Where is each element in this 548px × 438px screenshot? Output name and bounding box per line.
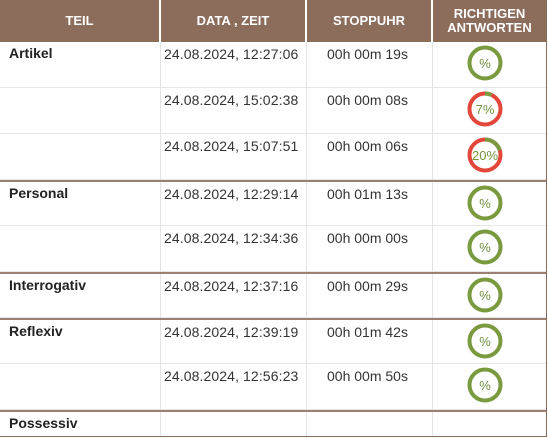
header-richtige-antworten: RICHTIGEN ANTWORTEN <box>433 0 546 42</box>
score-ring: % <box>467 45 503 81</box>
score-ring: 7% <box>467 91 503 127</box>
header-datum: DATA , ZEIT <box>161 0 307 42</box>
score-ring-icon <box>467 185 503 221</box>
score-ring-icon <box>467 229 503 265</box>
score-ring: % <box>467 277 503 313</box>
score-percent: % <box>479 333 491 349</box>
table-row[interactable]: Possessiv <box>0 410 546 436</box>
table-row[interactable]: 24.08.2024, 12:56:23 00h 00m 50s% <box>0 364 546 410</box>
score-ring-icon <box>467 45 503 81</box>
column-divider <box>160 42 161 436</box>
row-stoppuhr: 00h 00m 19s <box>327 46 408 62</box>
score-ring-icon <box>467 91 503 127</box>
score-percent: % <box>479 287 491 303</box>
row-stoppuhr: 00h 00m 08s <box>327 92 408 108</box>
column-divider <box>432 42 433 436</box>
table-header: TEIL DATA , ZEIT STOPPUHR RICHTIGEN ANTW… <box>0 0 546 42</box>
row-teil: Possessiv <box>9 415 78 431</box>
score-percent: 7% <box>475 101 495 117</box>
score-percent: % <box>479 55 491 71</box>
score-ring-icon <box>467 137 503 173</box>
row-datum: 24.08.2024, 12:34:36 <box>164 230 299 246</box>
row-datum: 24.08.2024, 12:39:19 <box>164 324 299 340</box>
score-ring: 20% <box>467 137 503 173</box>
row-datum: 24.08.2024, 15:07:51 <box>164 138 299 154</box>
table-row[interactable]: 24.08.2024, 15:07:51 00h 00m 06s 20% <box>0 134 546 180</box>
score-ring: % <box>467 323 503 359</box>
row-stoppuhr: 00h 01m 13s <box>327 186 408 202</box>
score-ring: % <box>467 367 503 403</box>
row-stoppuhr: 00h 00m 00s <box>327 230 408 246</box>
row-teil: Interrogativ <box>9 277 87 293</box>
row-stoppuhr: 00h 00m 29s <box>327 278 408 294</box>
score-percent: % <box>479 377 491 393</box>
row-datum: 24.08.2024, 12:37:16 <box>164 278 299 294</box>
score-ring-icon <box>467 367 503 403</box>
score-ring: % <box>467 229 503 265</box>
score-ring: % <box>467 185 503 221</box>
table-row[interactable]: Personal 24.08.2024, 12:29:14 00h 01m 13s% <box>0 180 546 226</box>
row-teil: Reflexiv <box>9 323 63 339</box>
row-datum: 24.08.2024, 12:27:06 <box>164 46 299 62</box>
header-richtigen-line1: RICHTIGEN <box>453 6 526 21</box>
header-richtigen-line2: ANTWORTEN <box>447 20 532 35</box>
table-row[interactable]: Reflexiv 24.08.2024, 12:39:19 00h 01m 42s% <box>0 318 546 364</box>
score-ring-icon <box>467 277 503 313</box>
score-percent: 20% <box>471 147 499 163</box>
row-stoppuhr: 00h 00m 50s <box>327 368 408 384</box>
row-stoppuhr: 00h 00m 06s <box>327 138 408 154</box>
table-row[interactable]: Interrogativ 24.08.2024, 12:37:16 00h 00m … <box>0 272 546 318</box>
row-datum: 24.08.2024, 15:02:38 <box>164 92 299 108</box>
table-row[interactable]: 24.08.2024, 15:02:38 00h 00m 08s 7% <box>0 88 546 134</box>
header-stoppuhr: STOPPUHR <box>307 0 433 42</box>
score-percent: % <box>479 239 491 255</box>
column-divider <box>306 42 307 436</box>
row-teil: Artikel <box>9 45 53 61</box>
row-datum: 24.08.2024, 12:29:14 <box>164 186 299 202</box>
table-row[interactable]: 24.08.2024, 12:34:36 00h 00m 00s% <box>0 226 546 272</box>
row-stoppuhr: 00h 01m 42s <box>327 324 408 340</box>
table-row[interactable]: Artikel 24.08.2024, 12:27:06 00h 00m 19s% <box>0 42 546 88</box>
row-datum: 24.08.2024, 12:56:23 <box>164 368 299 384</box>
row-teil: Personal <box>9 185 69 201</box>
header-teil: TEIL <box>0 0 161 42</box>
score-ring-icon <box>467 323 503 359</box>
score-percent: % <box>479 195 491 211</box>
